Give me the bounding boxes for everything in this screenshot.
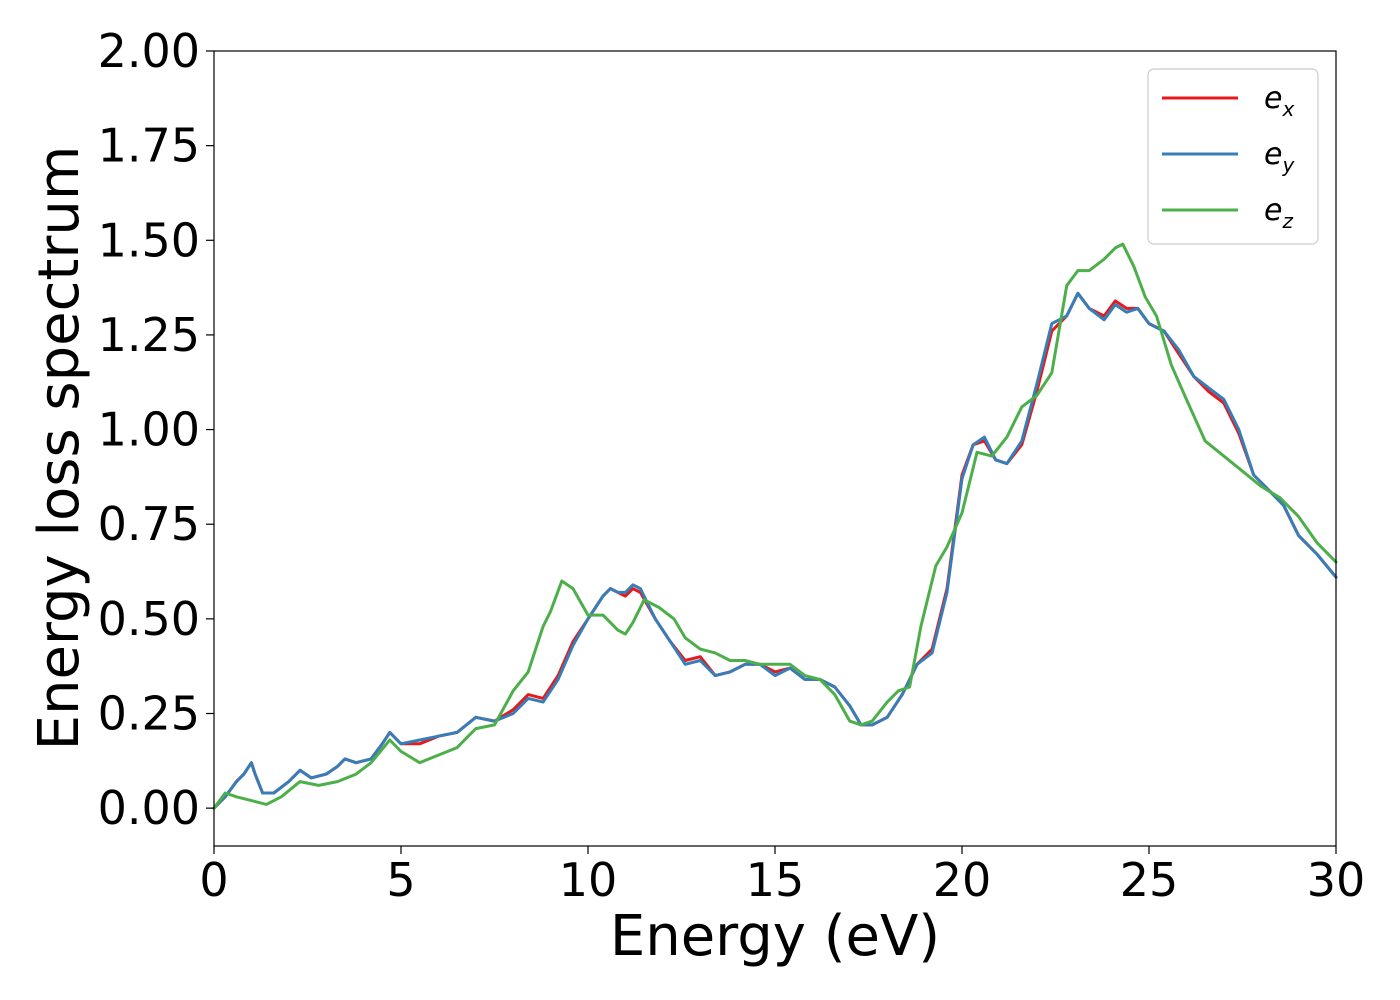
y-tick-label: 0.50 — [98, 592, 200, 646]
x-tick-label: 15 — [746, 853, 805, 907]
y-tick-label: 0.25 — [98, 687, 200, 741]
legend-label-e-z: ez — [1264, 193, 1293, 233]
x-tick-label: 10 — [559, 853, 618, 907]
x-tick-label: 30 — [1307, 853, 1366, 907]
ticks-layer: 0 5 10 15 20 25 30 0.00 0.25 0.50 0.75 1.00 1.25 1.50… — [98, 24, 1366, 907]
legend-box — [1147, 68, 1319, 245]
y-tick-label: 0.00 — [98, 781, 200, 835]
x-tick-label: 5 — [386, 853, 415, 907]
x-tick-label: 25 — [1120, 853, 1179, 907]
series-line-e-y — [212, 291, 1338, 810]
legend-label-e-x: ex — [1264, 81, 1294, 121]
series-line-e-z — [212, 242, 1338, 810]
y-axis-title: Energy loss spectrum — [27, 146, 92, 751]
x-axis-title: Energy (eV) — [610, 904, 940, 969]
x-tick-label: 20 — [933, 853, 992, 907]
legend: ex ey ez — [1147, 68, 1319, 245]
y-tick-label: 1.00 — [98, 403, 200, 457]
y-tick-label: 1.25 — [98, 308, 200, 362]
y-tick-label: 1.50 — [98, 213, 200, 267]
y-tick-label: 2.00 — [98, 24, 200, 78]
legend-label-e-y: ey — [1264, 137, 1295, 177]
series-layer — [212, 242, 1338, 810]
y-tick-label: 1.75 — [98, 119, 200, 173]
x-tick-label: 0 — [199, 853, 228, 907]
y-tick-label: 0.75 — [98, 497, 200, 551]
